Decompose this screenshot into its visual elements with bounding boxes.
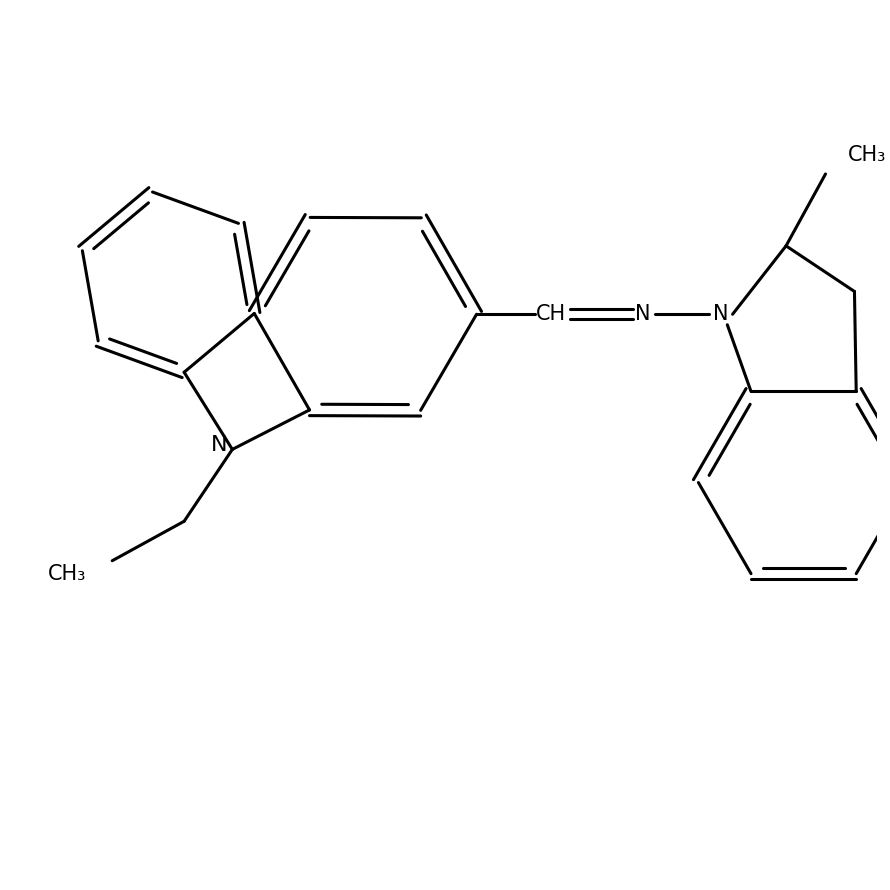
Text: CH₃: CH₃ — [847, 145, 886, 166]
Text: N: N — [211, 435, 228, 455]
Text: CH₃: CH₃ — [47, 564, 86, 584]
Text: N: N — [635, 304, 651, 324]
Text: CH: CH — [536, 304, 566, 324]
Text: N: N — [713, 304, 728, 324]
